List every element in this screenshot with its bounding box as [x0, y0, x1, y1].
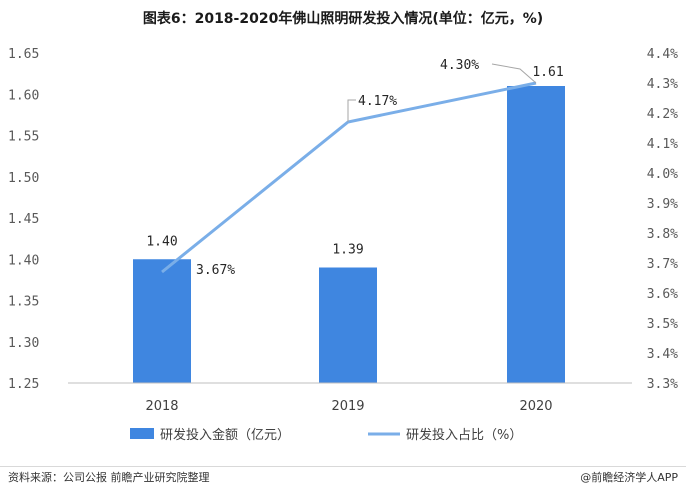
category-axis: 2018 2019 2020 — [145, 399, 552, 414]
line-value-label: 3.67% — [196, 263, 235, 278]
line-series: 3.67% 4.17% 4.30% — [161, 58, 537, 278]
legend-bar-label: 研发投入金额（亿元） — [160, 427, 290, 443]
right-axis: 3.3% 3.4% 3.5% 3.6% 3.7% 3.8% 3.9% 4.0% 4.1% 4.2%… — [647, 47, 678, 392]
category-label: 2019 — [331, 399, 364, 414]
brand-credit: @前瞻经济学人APP — [580, 471, 678, 484]
label-leader-line — [491, 63, 537, 84]
footer-divider — [0, 466, 686, 467]
left-tick-label: 1.55 — [8, 130, 39, 145]
left-tick-label: 1.65 — [8, 47, 39, 62]
label-leader-line — [347, 99, 356, 122]
left-tick-label: 1.40 — [8, 253, 39, 268]
left-axis: 1.25 1.30 1.35 1.40 1.45 1.50 1.55 1.60 1.65 — [8, 47, 39, 392]
bar-series: 1.40 1.39 1.61 — [133, 65, 565, 383]
legend-line-label: 研发投入占比（%） — [406, 427, 522, 443]
legend-bar-swatch — [130, 428, 154, 439]
left-tick-label: 1.50 — [8, 171, 39, 186]
bar-2018 — [133, 259, 191, 383]
right-tick-label: 3.5% — [647, 317, 678, 332]
right-tick-label: 3.7% — [647, 257, 678, 272]
right-tick-label: 3.9% — [647, 197, 678, 212]
bar-2020 — [507, 86, 565, 383]
chart-title: 图表6：2018-2020年佛山照明研发投入情况(单位：亿元，%) — [142, 11, 544, 27]
right-tick-label: 3.3% — [647, 377, 678, 392]
right-tick-label: 3.4% — [647, 347, 678, 362]
left-tick-label: 1.60 — [8, 88, 39, 103]
left-tick-label: 1.25 — [8, 377, 39, 392]
right-tick-label: 3.6% — [647, 287, 678, 302]
bar-2019 — [319, 267, 377, 383]
right-tick-label: 4.0% — [647, 167, 678, 182]
line-value-label: 4.17% — [358, 94, 397, 109]
line-value-label: 4.30% — [440, 58, 479, 73]
left-tick-label: 1.30 — [8, 336, 39, 351]
right-tick-label: 4.3% — [647, 77, 678, 92]
right-tick-label: 4.1% — [647, 137, 678, 152]
source-note: 资料来源：公司公报 前瞻产业研究院整理 — [8, 471, 210, 484]
right-tick-label: 4.4% — [647, 47, 678, 62]
right-tick-label: 4.2% — [647, 107, 678, 122]
right-tick-label: 3.8% — [647, 227, 678, 242]
left-tick-label: 1.35 — [8, 295, 39, 310]
left-tick-label: 1.45 — [8, 212, 39, 227]
bar-value-label: 1.61 — [532, 65, 563, 80]
legend: 研发投入金额（亿元） 研发投入占比（%） — [130, 427, 522, 443]
category-label: 2020 — [519, 399, 552, 414]
bar-value-label: 1.39 — [332, 243, 363, 258]
bar-value-label: 1.40 — [146, 234, 177, 249]
category-label: 2018 — [145, 399, 178, 414]
